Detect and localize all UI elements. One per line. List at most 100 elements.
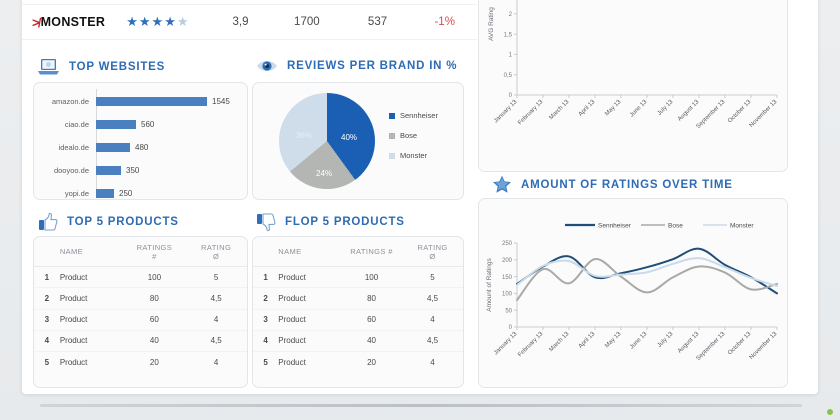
rank-cell: 4 bbox=[253, 330, 279, 353]
ratings-cell: 100 bbox=[123, 266, 186, 289]
svg-text:February 13: February 13 bbox=[517, 331, 545, 359]
svg-text:June 13: June 13 bbox=[629, 99, 649, 119]
name-header: NAME bbox=[278, 237, 341, 268]
monster-claw-icon: ≯ bbox=[32, 14, 39, 30]
svg-text:November 13: November 13 bbox=[749, 331, 779, 361]
svg-text:Sennheiser: Sennheiser bbox=[598, 222, 632, 229]
legend-swatch bbox=[389, 112, 395, 119]
table-header-row: NAME RATINGS # RATING Ø bbox=[253, 237, 463, 268]
avg-cell: 4 bbox=[185, 309, 247, 331]
legend-item[interactable]: Sennheiser bbox=[389, 111, 438, 120]
svg-text:November 13: November 13 bbox=[749, 99, 779, 129]
svg-text:May 13: May 13 bbox=[604, 99, 623, 118]
pie-slice-label-bose: 24% bbox=[316, 169, 333, 178]
top-websites-card: amazon.de 1545 ciao.de 560 idealo.de 480… bbox=[33, 82, 248, 200]
name-cell: Product bbox=[278, 287, 341, 310]
brand-summary-table: BOSE ★★★★★ 3,8 1550 490 +3% ≯ MONSTER ★★… bbox=[22, 0, 477, 40]
top-websites-header: TOP WEBSITES bbox=[38, 58, 165, 76]
table-row[interactable]: 1 Product 100 5 bbox=[34, 266, 247, 289]
flop-products-card: NAME RATINGS # RATING Ø 1 Product 100 5 2… bbox=[252, 236, 464, 388]
pie-legend: Sennheiser Bose Monster bbox=[389, 111, 438, 171]
legend-label: Monster bbox=[400, 151, 428, 160]
list-item[interactable]: amazon.de 1545 bbox=[34, 91, 247, 112]
rank-cell: 2 bbox=[253, 287, 279, 310]
table-row[interactable]: 2 Product 80 4,5 bbox=[253, 287, 463, 310]
svg-text:April 13: April 13 bbox=[578, 331, 597, 350]
rank-cell: 4 bbox=[34, 330, 60, 353]
table-row[interactable]: 4 Product 40 4,5 bbox=[253, 330, 463, 353]
name-header: NAME bbox=[59, 237, 124, 268]
name-cell: Product bbox=[59, 266, 124, 289]
svg-text:2: 2 bbox=[509, 12, 513, 18]
legend-swatch bbox=[389, 152, 395, 159]
bar bbox=[96, 189, 114, 198]
amount-of-ratings-line-chart: 0 50 100 150 200 250 Amount of Ratings January … bbox=[486, 222, 779, 362]
avg-cell: 5 bbox=[185, 266, 247, 289]
name-cell: Product bbox=[59, 357, 88, 367]
table-row[interactable]: BOSE ★★★★★ 3,8 1550 490 +3% bbox=[22, 0, 477, 5]
star-rating: ★★★★★ bbox=[126, 14, 190, 29]
website-bars: amazon.de 1545 ciao.de 560 idealo.de 480… bbox=[34, 83, 247, 204]
bar-value: 1545 bbox=[212, 97, 230, 106]
amount-of-ratings-card: 0 50 100 150 200 250 Amount of Ratings January … bbox=[478, 198, 788, 388]
section-title: AMOUNT OF RATINGS OVER TIME bbox=[521, 178, 733, 191]
table-row[interactable]: 3 Product 60 4 bbox=[34, 309, 247, 331]
svg-text:July 13: July 13 bbox=[657, 331, 675, 349]
bar bbox=[96, 143, 130, 152]
ratings-cell: 100 bbox=[340, 266, 403, 289]
website-label: yopi.de bbox=[64, 189, 89, 198]
table-row[interactable]: ≯ MONSTER ★★★★★ 3,9 1700 537 -1% bbox=[22, 5, 477, 40]
table-row[interactable]: 4 Product 40 4,5 bbox=[34, 330, 247, 353]
footer-divider bbox=[40, 404, 802, 407]
reviews-count-cell: 537 bbox=[367, 16, 388, 28]
svg-text:0: 0 bbox=[509, 93, 513, 99]
svg-text:Bose: Bose bbox=[668, 222, 683, 229]
ratings-cell: 60 bbox=[340, 309, 403, 331]
brand-logo-monster: ≯ MONSTER bbox=[22, 15, 126, 30]
svg-text:150: 150 bbox=[502, 275, 513, 281]
svg-text:Monster: Monster bbox=[730, 222, 754, 229]
reviews-per-brand-header: REVIEWS PER BRAND IN % bbox=[256, 58, 457, 74]
eye-icon bbox=[257, 61, 277, 71]
star-icon bbox=[493, 175, 511, 193]
thumbs-up-icon bbox=[39, 212, 58, 231]
list-item[interactable]: ciao.de 560 bbox=[34, 114, 247, 135]
legend-swatch bbox=[389, 132, 395, 139]
ratings-count-cell: 1700 bbox=[294, 16, 320, 28]
name-cell: Product bbox=[59, 330, 124, 353]
svg-text:February 13: February 13 bbox=[517, 99, 545, 127]
website-label: idealo.de bbox=[58, 143, 89, 152]
avg-cell: 5 bbox=[402, 266, 463, 289]
table-row[interactable]: 5 Product 20 4 bbox=[34, 352, 247, 373]
svg-text:1,5: 1,5 bbox=[504, 32, 513, 38]
bar bbox=[96, 166, 121, 175]
rank-cell: 2 bbox=[34, 287, 60, 310]
avg-cell: 4,5 bbox=[185, 330, 247, 353]
table-row[interactable]: 1 Product 100 5 bbox=[253, 266, 463, 289]
table-row[interactable]: 5 Product 20 4 bbox=[253, 352, 463, 373]
name-cell: Product bbox=[59, 309, 124, 331]
list-item[interactable]: dooyoo.de 350 bbox=[34, 160, 247, 181]
monster-wordmark: ≯ MONSTER bbox=[32, 14, 106, 30]
table-row[interactable]: 2 Product 80 4,5 bbox=[34, 287, 247, 310]
list-item[interactable]: yopi.de 250 bbox=[34, 183, 247, 204]
rank-cell: 3 bbox=[253, 309, 279, 331]
legend-label: Bose bbox=[400, 131, 418, 140]
avg-rating-cell: 3,9 bbox=[232, 16, 249, 28]
table-row[interactable]: 3 Product 60 4 bbox=[253, 309, 463, 331]
legend-label: Sennheiser bbox=[400, 111, 438, 120]
pie-slice-label-sennheiser: 40% bbox=[341, 133, 358, 142]
bar-value: 250 bbox=[119, 189, 133, 198]
list-item[interactable]: idealo.de 480 bbox=[34, 137, 247, 158]
svg-text:October 13: October 13 bbox=[727, 99, 753, 125]
svg-text:May 13: May 13 bbox=[604, 331, 623, 350]
bar bbox=[96, 97, 207, 106]
svg-text:0,5: 0,5 bbox=[504, 73, 513, 79]
legend-item[interactable]: Monster bbox=[389, 151, 438, 160]
ratings-header: RATINGS # bbox=[123, 237, 186, 268]
reviews-per-brand-card: 40% 24% 36% Sennheiser Bose Monster bbox=[252, 82, 464, 200]
legend-item[interactable]: Bose bbox=[389, 131, 438, 140]
svg-text:April 13: April 13 bbox=[578, 99, 597, 118]
svg-text:200: 200 bbox=[502, 258, 513, 264]
